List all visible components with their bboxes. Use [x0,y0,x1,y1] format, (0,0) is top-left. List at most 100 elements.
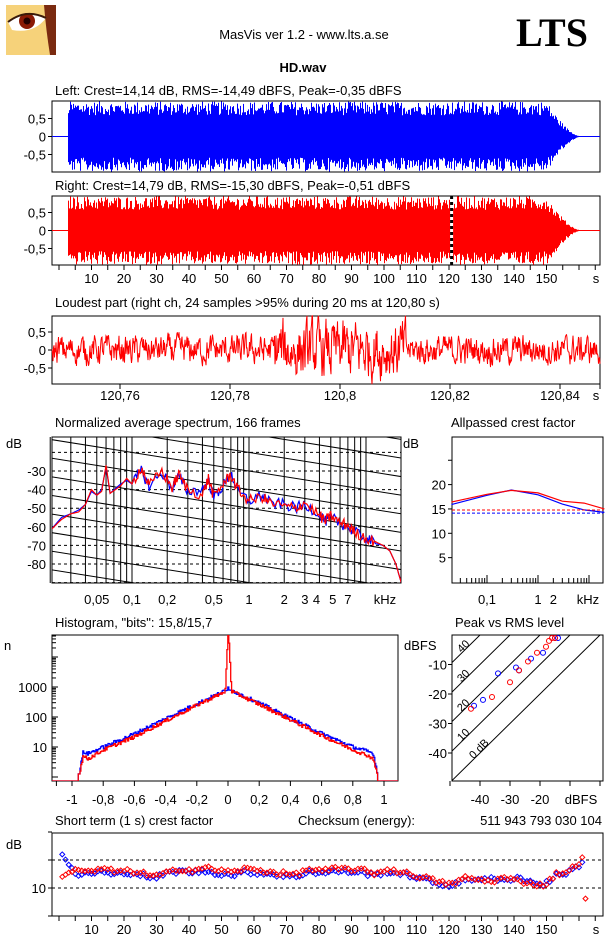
loudest-xtick-label: 120,76 [100,388,140,403]
crest-right-point [575,860,583,868]
spectrum-xtick-label: 0,2 [158,592,176,607]
crest-right-point [146,872,154,879]
crest-right-point [192,866,199,873]
allpassed-ytick-label: 15 [432,502,446,517]
crest-xtick-label: 80 [312,922,326,937]
crest-left-point [159,872,167,879]
crest-left-point [59,851,66,858]
right-ytick-label: -0,5 [24,242,46,257]
peak-rms-ytick-label: -40 [428,746,447,761]
crest-right-point [88,867,95,875]
time-xtick-label: 70 [279,271,293,286]
time-xtick-label: 30 [149,271,163,286]
peak-rms-title: Peak vs RMS level [455,615,564,630]
crest-right-point [241,864,248,871]
crest-right-point [348,867,355,875]
crest-xtick-label: 40 [182,922,196,937]
crest-right-point [309,867,316,874]
peak-rms-ytick-label: -30 [428,717,447,732]
crest-right-point [358,865,365,872]
crest-right-point [273,871,280,878]
checksum-label: Checksum (energy): [298,813,415,828]
peak-rms-unit-label: dBFS [565,792,598,807]
crest-right-point [153,871,160,878]
left-channel-label: Left: Crest=14,14 dB, RMS=-14,49 dBFS, P… [55,83,402,98]
spectrum-ylabel: dB [6,436,22,451]
crest-xtick-label: 60 [247,922,261,937]
crest-line-label: 40 [455,638,472,655]
crest-right-point [354,865,362,873]
loudest-xtick-label: 120,84 [540,388,580,403]
crest-line-label: 20 [455,697,472,714]
crest-right-point [549,875,557,882]
peak-rms-ytick-label: -20 [428,687,447,702]
crest-left-point [124,871,131,878]
crest-xtick-label: 130 [471,922,493,937]
time-xtick-label: 140 [503,271,525,286]
file-name: HD.wav [280,60,328,75]
crest-xtick-label: 90 [344,922,358,937]
crest-line-label: 10 [455,727,472,744]
allpassed-title: Allpassed crest factor [451,415,576,430]
time-xtick-label: 150 [536,271,558,286]
right-waveform-trace [52,196,600,265]
crest-right-point [364,868,371,876]
time-xtick-label: 130 [471,271,493,286]
spectrum-xtick-label: 0,1 [123,592,141,607]
crest-right-point [231,867,238,874]
crest-right-point [543,881,550,888]
histogram-xtick-label: -0,4 [154,792,176,807]
time-xtick-label: 110 [406,271,427,286]
histogram-xtick-label: -0,6 [123,792,145,807]
peak-rms-right-point [543,643,549,650]
crest-xtick-label: 30 [149,922,163,937]
right-channel-label: Right: Crest=14,79 dB, RMS=-15,30 dBFS, … [55,178,410,193]
crest-line-40db [452,635,481,664]
spectrum-xtick-label: 1 [245,592,252,607]
peak-rms-right-point [546,637,552,644]
crest-right-point [247,865,254,872]
spectrum-xtick-label: 3 [301,592,308,607]
crest-line-label: 30 [455,668,472,685]
loudest-xtick-label: 120,8 [324,388,357,403]
time-xtick-label: 60 [247,271,261,286]
crest-xtick-label: 50 [214,922,228,937]
histogram-left-line [52,686,398,781]
histogram-right-line [52,635,398,781]
crest-frame [51,832,604,917]
crest-right-point [189,869,196,876]
crest-right-point [387,868,394,876]
crest-right-point [65,869,72,876]
histogram-frame [51,634,399,782]
crest-right-point [78,867,85,874]
crest-right-point [286,871,293,878]
histogram-xtick-label: 0,2 [250,792,268,807]
crest-right-point [257,866,264,874]
spectrum-right-line [52,465,401,583]
crest-left-point [364,872,371,880]
peak-rms-left-point [528,655,534,662]
crest-right-point [176,867,183,875]
crest-right-point [260,869,267,876]
crest-right-point [458,875,466,883]
crest-right-point [267,868,274,875]
crest-right-point [527,878,534,886]
peak-rms-xtick-label: -40 [471,792,490,807]
histogram-title: Histogram, "bits": 15,8/15,7 [55,615,212,630]
left-ytick-label: -0,5 [24,148,46,163]
peak-rms-right-point [552,634,558,641]
peak-rms-right-point [507,679,513,686]
loudest-xtick-label: 120,82 [430,388,470,403]
peak-rms-xtick-label: -20 [531,792,550,807]
crest-right-point [390,866,397,873]
time-xtick-label: 120 [438,271,460,286]
right-ytick-label: 0,5 [28,206,46,221]
crest-right-point [104,866,111,873]
crest-right-point [299,867,306,874]
crest-left-point [205,868,212,876]
peak-rms-left-point [555,634,561,641]
crest-right-point [520,880,527,888]
crest-right-point [432,879,440,886]
app-title: MasVis ver 1.2 - www.lts.a.se [219,27,389,42]
allpassed-ylabel: dB [403,436,419,451]
